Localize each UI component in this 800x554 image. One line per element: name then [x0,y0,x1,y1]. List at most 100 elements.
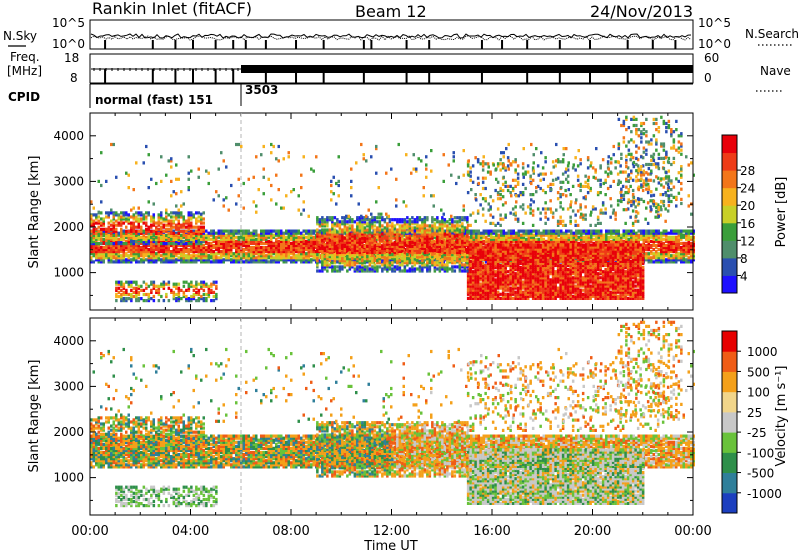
heatmap-cell [280,256,283,260]
heatmap-cell [145,243,148,248]
heatmap-cell [217,248,220,252]
heatmap-cell [102,233,105,237]
heatmap-cell [491,290,495,294]
heatmap-cell [504,292,507,296]
heatmap-cell [105,250,108,254]
heatmap-cell [295,248,298,252]
heatmap-cell [546,263,550,268]
heatmap-cell [499,259,502,263]
heatmap-cell [544,249,547,253]
heatmap-cell [539,249,542,253]
heatmap-cell [165,235,168,239]
heatmap-cell [534,274,537,278]
heatmap-cell [150,217,153,221]
heatmap-cell [430,245,433,250]
heatmap-cell [677,256,680,260]
heatmap-cell [484,266,487,270]
heatmap-cell [494,294,497,298]
heatmap-cell [514,251,517,255]
heatmap-cell [260,258,263,262]
heatmap-cell [280,239,283,243]
heatmap-cell [180,223,183,227]
heatmap-cell [225,254,228,258]
heatmap-cell [550,233,553,237]
heatmap-cell [565,239,568,243]
heatmap-cell [170,231,173,235]
heatmap-cell [489,288,492,292]
heatmap-cell [167,227,170,231]
heatmap-cell [610,233,613,237]
heatmap-cell [252,252,255,256]
heatmap-cell [285,231,288,235]
heatmap-cell [92,250,95,254]
heatmap-cell [539,292,542,296]
heatmap-cell [682,229,685,233]
heatmap-cell [165,233,168,237]
heatmap-cell [546,284,550,288]
heatmap-cell [100,252,103,256]
heatmap-cell [556,274,560,278]
heatmap-cell [227,258,230,262]
heatmap-cell [170,258,173,262]
heatmap-cell [635,235,638,239]
heatmap-cell [180,260,183,264]
heatmap-cell [499,247,502,251]
heatmap-cell [484,294,487,298]
heatmap-cell [262,250,265,254]
heatmap-cell [200,256,203,260]
heatmap-cell [632,233,635,237]
heatmap-cell [432,239,435,243]
heatmap-cell [215,241,218,245]
heatmap-cell [197,242,200,246]
heatmap-cell [167,233,170,237]
heatmap-cell [494,270,497,274]
heatmap-cell [469,294,472,298]
heatmap-cell [506,253,510,257]
heatmap-cell [287,250,290,254]
heatmap-cell [501,270,505,274]
heatmap-cell [230,258,233,262]
heatmap-cell [662,229,665,233]
heatmap-cell [531,249,535,253]
heatmap-cell [642,229,645,233]
heatmap-cell [592,237,595,241]
heatmap-cell [692,250,695,254]
heatmap-cell [292,254,295,258]
heatmap-cell [297,231,300,235]
heatmap-cell [582,231,585,235]
heatmap-cell [100,242,103,246]
heatmap-cell [511,263,515,268]
heatmap-cell [504,259,507,263]
heatmap-cell [615,239,618,243]
heatmap-cell [157,252,160,256]
heatmap-cell [505,231,508,235]
heatmap-cell [245,258,248,262]
heatmap-cell [550,235,553,239]
heatmap-cell [479,284,482,288]
heatmap-cell [501,288,505,292]
heatmap-cell [142,256,145,260]
heatmap-cell [506,280,510,284]
heatmap-cell [250,235,253,239]
heatmap-cell [506,286,510,290]
heatmap-cell [220,235,223,239]
heatmap-cell [242,233,245,237]
heatmap-cell [187,242,190,246]
heatmap-cell [220,258,223,262]
heatmap-cell [534,284,537,288]
heatmap-cell [252,256,255,260]
heatmap-cell [167,248,170,252]
heatmap-cell [235,256,238,260]
heatmap-cell [474,257,477,261]
heatmap-cell [157,231,160,235]
heatmap-cell [130,223,133,227]
heatmap-cell [175,248,178,252]
heatmap-cell [622,231,625,235]
heatmap-cell [155,231,158,235]
heatmap-cell [180,215,183,219]
heatmap-cell [230,254,233,258]
heatmap-cell [187,260,190,264]
heatmap-cell [207,241,210,245]
heatmap-cell [230,248,233,252]
heatmap-cell [509,272,512,276]
